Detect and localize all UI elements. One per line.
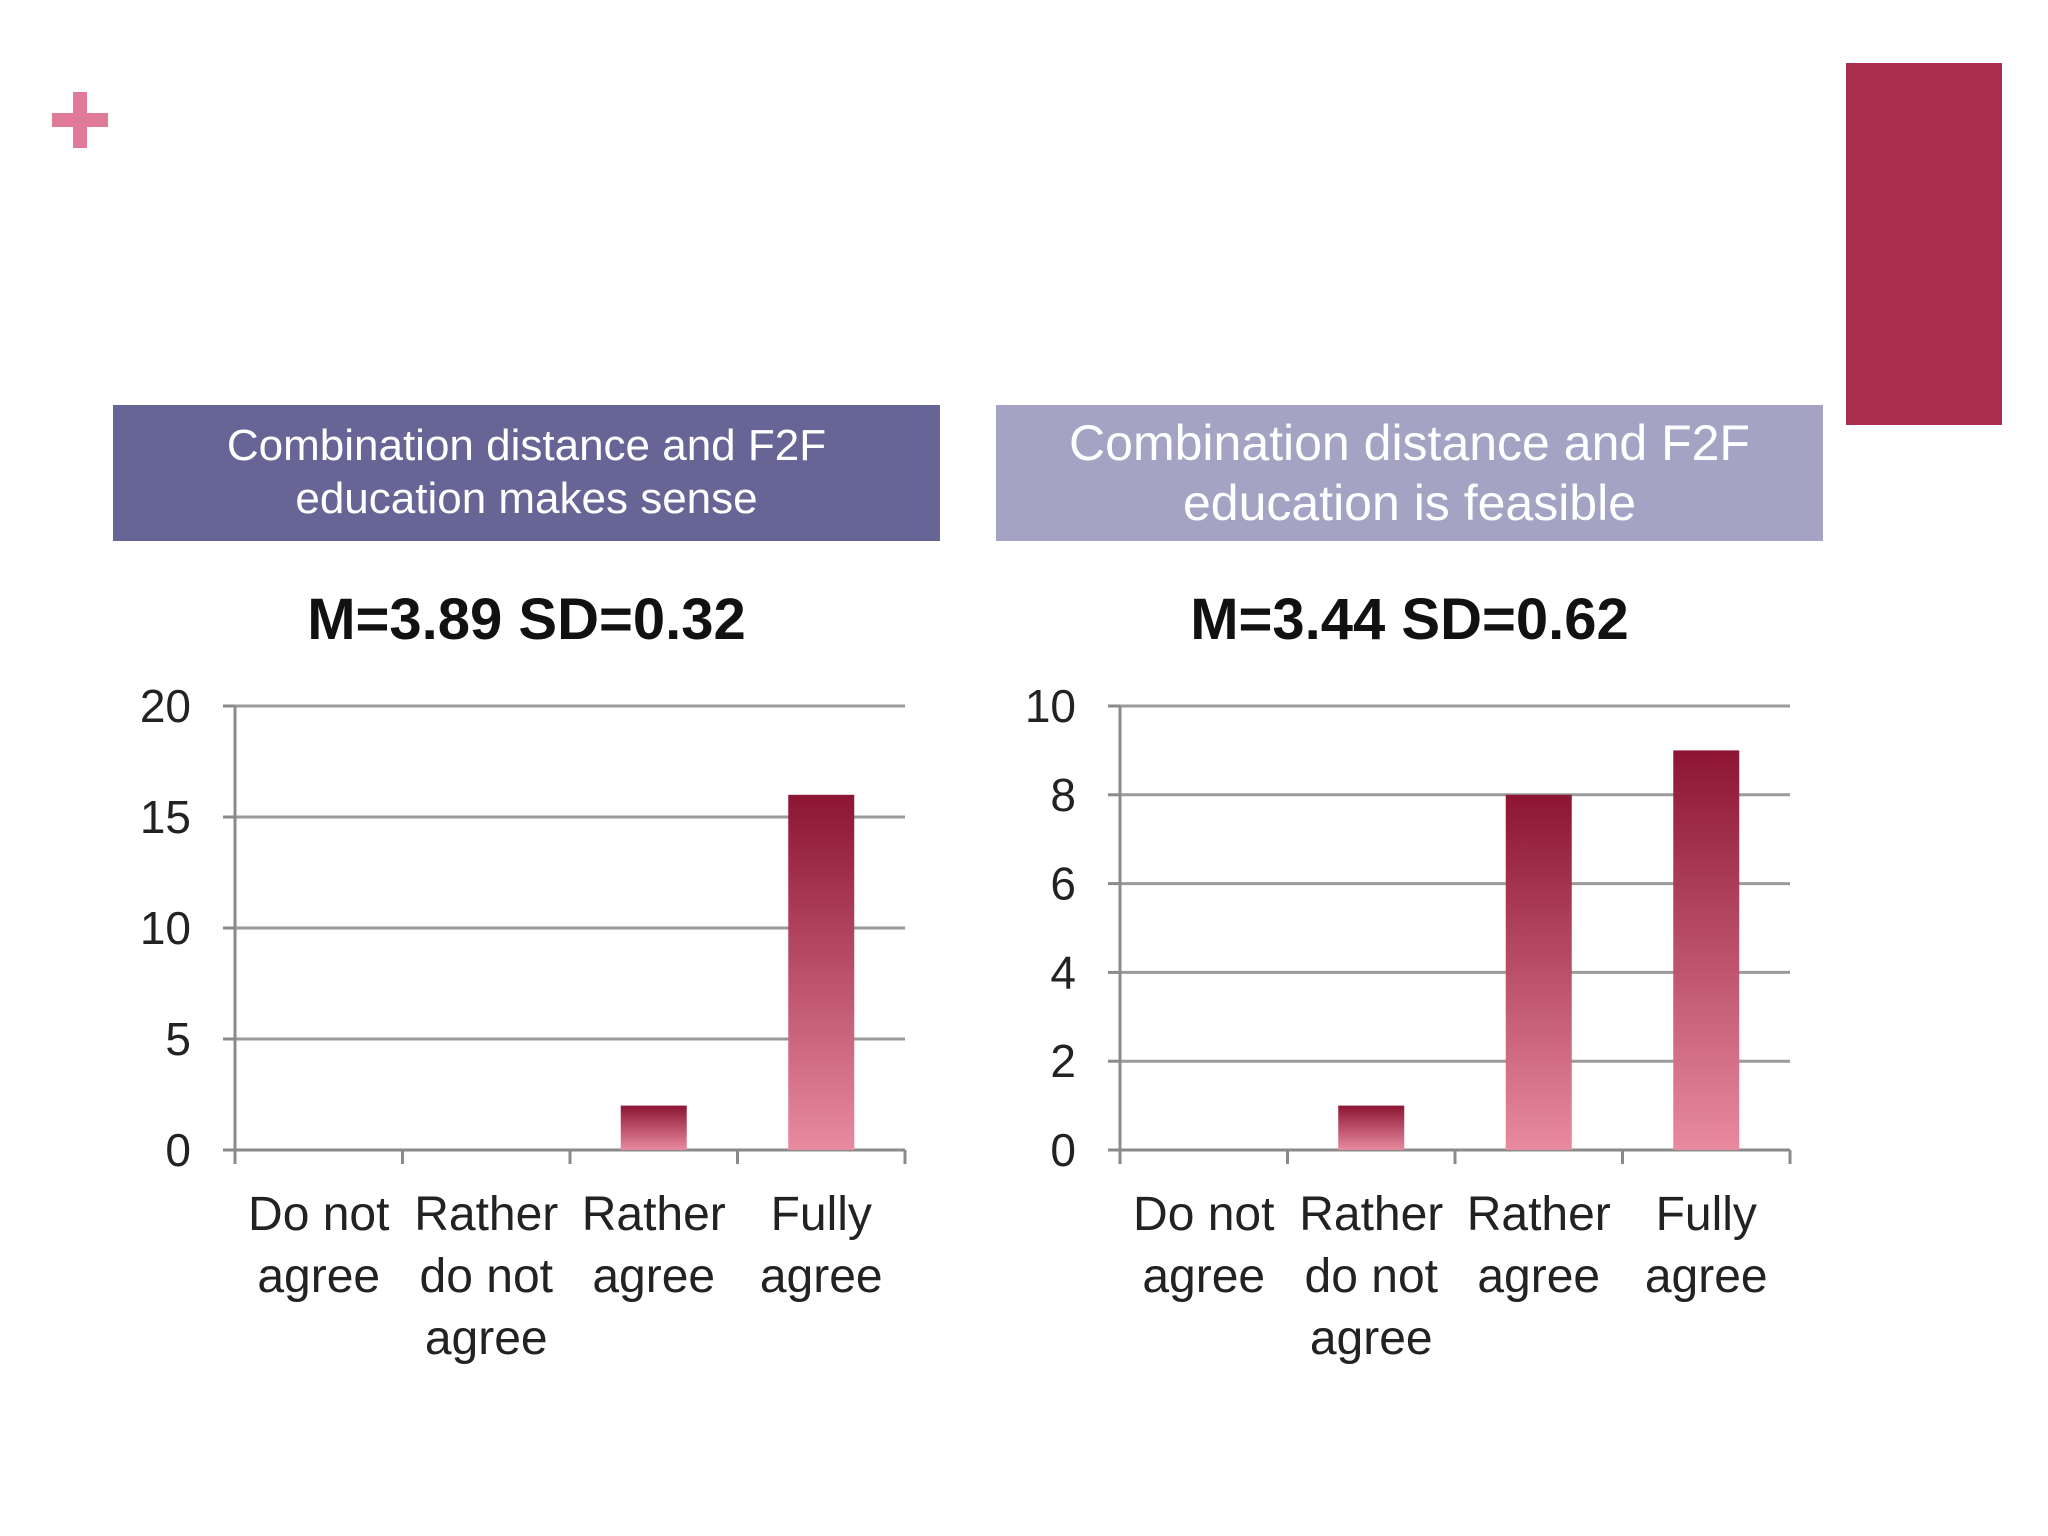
x-tick-label: agree [1142,1250,1265,1303]
plus-icon [52,92,108,148]
chart-header-right-line-2: education is feasible [1182,475,1637,531]
x-tick-label: Do not [248,1188,389,1241]
chart-header-left-line-2: education makes sense [295,474,758,523]
bar [1673,750,1740,1150]
chart-header-left-line-1: Combination distance and F2F [226,421,827,471]
y-tick-label: 10 [1025,680,1076,732]
x-tick-label: agree [1477,1250,1600,1303]
y-tick-label: 2 [1050,1035,1076,1087]
y-tick-label: 15 [140,791,191,843]
chart-header-left: Combination distance and F2F education m… [113,405,940,541]
x-tick-label: Rather [1299,1188,1443,1241]
y-tick-label: 20 [140,680,191,732]
x-tick-label: agree [425,1312,548,1365]
x-tick-label: Rather [1467,1188,1611,1241]
chart-stat-right: M=3.44 SD=0.62 [1190,587,1629,652]
y-tick-label: 5 [165,1013,191,1065]
x-tick-label: agree [257,1250,380,1303]
x-tick-label: Do not [1133,1188,1274,1241]
y-tick-label: 0 [1050,1124,1076,1176]
chart-header-right-line-1: Combination distance and F2F [1069,415,1750,471]
chart-stat-left: M=3.89 SD=0.32 [307,587,746,652]
bar [620,1105,687,1150]
y-tick-label: 6 [1050,858,1076,910]
y-tick-label: 8 [1050,769,1076,821]
y-tick-label: 0 [165,1124,191,1176]
plus-icon-vertical [73,92,87,148]
x-tick-label: agree [760,1250,883,1303]
x-tick-label: do not [1305,1250,1438,1303]
x-tick-label: Fully [1656,1188,1757,1241]
x-tick-label: Fully [771,1188,872,1241]
bar [1505,794,1572,1150]
accent-block [1846,63,2002,425]
bar [1338,1105,1405,1150]
x-tick-label: agree [1310,1312,1433,1365]
bar [788,794,855,1150]
x-tick-label: Rather [414,1188,558,1241]
x-tick-label: agree [1645,1250,1768,1303]
x-tick-label: Rather [582,1188,726,1241]
chart-header-right: Combination distance and F2F education i… [996,405,1823,541]
y-tick-label: 10 [140,902,191,954]
y-tick-label: 4 [1050,946,1076,998]
x-tick-label: do not [420,1250,553,1303]
x-tick-label: agree [592,1250,715,1303]
